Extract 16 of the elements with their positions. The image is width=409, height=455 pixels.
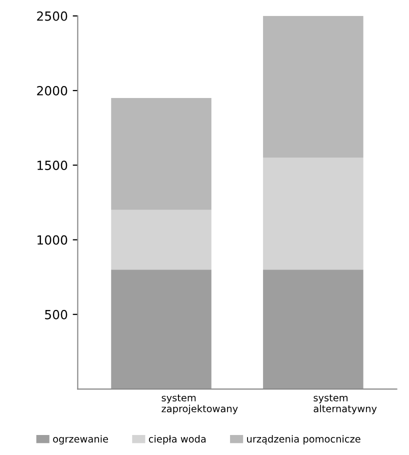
bar <box>263 16 364 158</box>
y-tick-label: 1500 <box>38 160 68 170</box>
bar <box>111 98 212 210</box>
y-tick-label: 500 <box>45 310 68 320</box>
legend-label: urządzenia pomocnicze <box>247 435 360 444</box>
legend-label: ciepła woda <box>148 435 206 444</box>
y-tick-label: 2000 <box>37 86 68 96</box>
x-tick-label: system alternatywny <box>314 394 377 414</box>
x-tick-label: system zaprojektowany <box>162 394 238 414</box>
y-tick-label: 2500 <box>37 11 68 21</box>
bar <box>111 270 212 390</box>
bar <box>111 210 212 270</box>
bar <box>263 270 364 390</box>
y-tick-label: 1000 <box>38 235 68 245</box>
bar <box>263 158 364 270</box>
legend-label: ogrzewanie <box>53 435 108 444</box>
